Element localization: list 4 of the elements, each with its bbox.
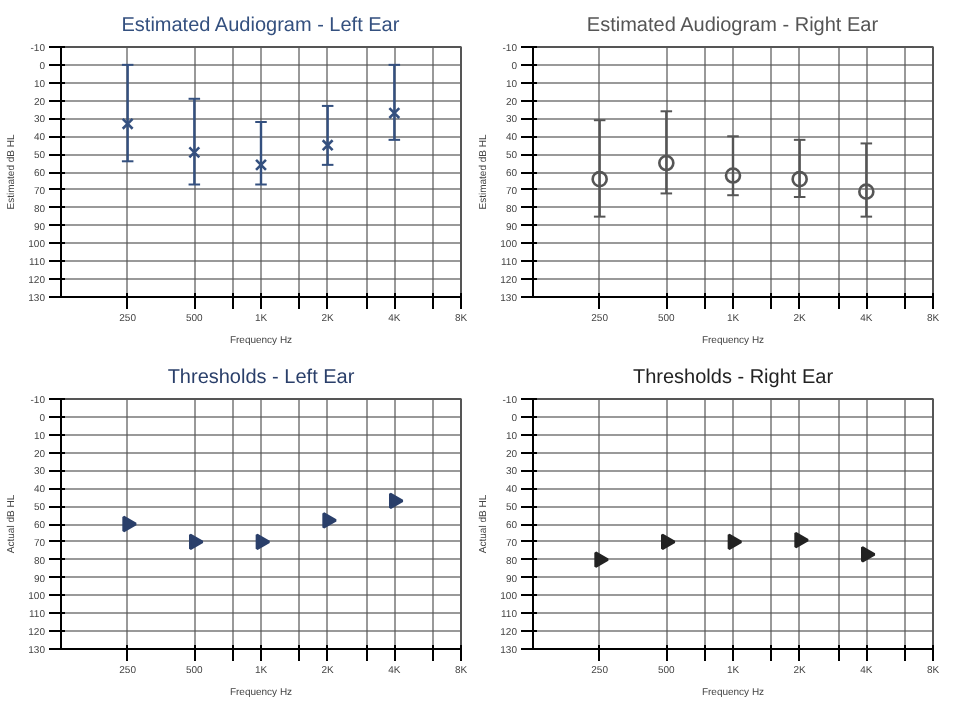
chart-title: Estimated Audiogram - Left Ear [121, 15, 401, 37]
chart-title: Thresholds - Left Ear [167, 367, 356, 389]
chart-title: Thresholds - Right Ear [632, 367, 835, 389]
chart-title: Estimated Audiogram - Right Ear [586, 15, 880, 37]
